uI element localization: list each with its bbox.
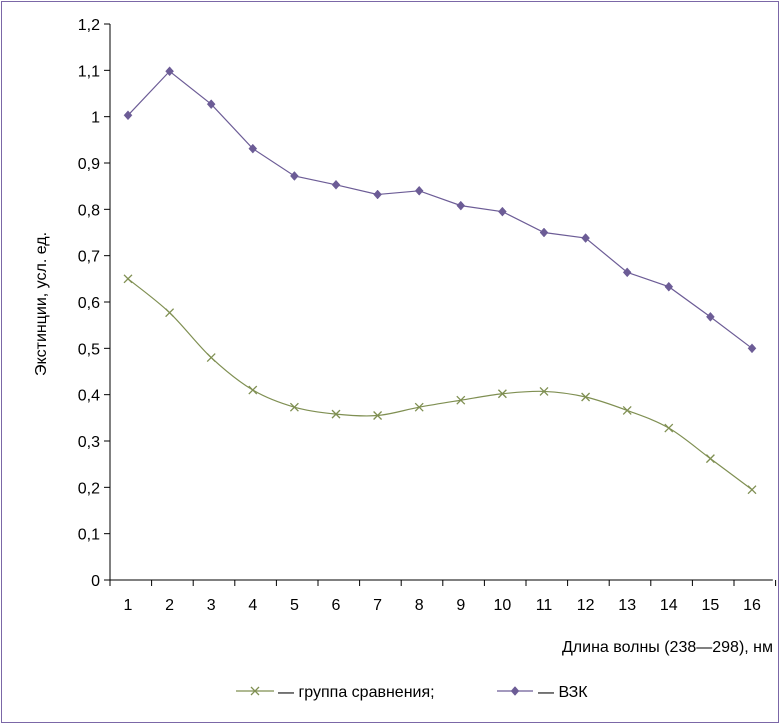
data-point (706, 311, 715, 322)
y-tick-label: 0,7 (78, 249, 100, 266)
x-tick-label: 5 (290, 597, 299, 614)
data-point (539, 227, 549, 238)
data-point (497, 389, 507, 399)
x-tick-label: 14 (660, 597, 678, 614)
x-tick-label: 4 (248, 597, 257, 614)
data-point (331, 409, 341, 419)
x-axis-label: Длина волны (238—298), нм (562, 639, 773, 656)
x-tick-label: 2 (165, 597, 174, 614)
x-tick-labels: 1 2 3 4 5 6 7 8 9 10 11 12 13 14 15 16 (124, 597, 761, 614)
legend-marker (510, 686, 520, 696)
data-point (705, 454, 715, 464)
y-tick-label: 1,2 (78, 17, 100, 34)
y-tick-label: 0,5 (78, 341, 100, 358)
data-point (622, 405, 632, 415)
x-tick-label: 1 (124, 597, 133, 614)
data-point (248, 385, 258, 395)
y-tick-label: 1,1 (78, 63, 100, 80)
y-tick-label: 0,2 (78, 480, 100, 497)
data-point (747, 343, 757, 354)
data-point (498, 206, 507, 217)
x-tick-label: 8 (415, 597, 424, 614)
data-point (206, 99, 216, 110)
x-tick-label: 11 (536, 597, 553, 614)
y-axis-label: Экстинции, усл. ед. (33, 232, 50, 376)
data-point (331, 179, 341, 190)
legend-marker (250, 686, 260, 696)
data-point (206, 353, 216, 363)
series-line (127, 70, 753, 349)
y-tick-label: 0 (91, 573, 100, 590)
data-point (622, 267, 632, 278)
y-tick-label: 0,3 (78, 434, 100, 451)
legend-label: — группа сравнения; (278, 684, 435, 701)
data-point (373, 411, 383, 420)
axes (104, 23, 777, 586)
series-1 (123, 274, 757, 495)
x-tick-label: 16 (743, 597, 761, 614)
y-tick-label: 0,9 (78, 156, 100, 173)
series-line (127, 278, 753, 491)
data-point (664, 281, 674, 292)
legend-item-1: — группа сравнения; (236, 684, 435, 701)
data-point (165, 308, 175, 318)
data-point (414, 185, 424, 196)
legend: — группа сравнения; — ВЗК (236, 684, 588, 701)
y-tick-labels: 0 0,1 0,2 0,3 0,4 0,5 0,6 0,7 0,8 0,9 1 1,1 1,2 (78, 17, 100, 590)
x-tick-label: 10 (494, 597, 512, 614)
data-point (290, 171, 299, 181)
x-tick-label: 15 (702, 597, 720, 614)
x-tick-label: 6 (332, 597, 341, 614)
data-point (539, 386, 549, 396)
data-point (456, 200, 466, 211)
data-point (414, 402, 424, 412)
x-tick-label: 12 (577, 597, 595, 614)
x-tick-label: 13 (618, 597, 636, 614)
data-point (123, 274, 133, 284)
data-point (581, 233, 590, 243)
legend-label: — ВЗК (538, 684, 588, 701)
data-point (248, 143, 258, 154)
x-tick-label: 7 (373, 597, 382, 614)
data-point (747, 485, 757, 495)
y-tick-label: 0,6 (78, 295, 100, 312)
x-tick-label: 3 (207, 597, 216, 614)
data-point (581, 392, 591, 402)
legend-item-2: — ВЗК (497, 684, 588, 701)
data-point (373, 189, 382, 200)
data-point (456, 395, 466, 405)
x-tick-label: 9 (456, 597, 465, 614)
y-tick-label: 0,8 (78, 202, 100, 219)
data-point (123, 110, 133, 121)
data-point (165, 66, 174, 77)
plot-area (123, 66, 757, 495)
y-tick-label: 1 (91, 110, 100, 127)
y-tick-label: 0,4 (78, 388, 100, 405)
data-point (289, 402, 299, 412)
y-tick-label: 0,1 (78, 527, 100, 544)
data-point (664, 423, 674, 433)
series-2 (123, 66, 757, 354)
